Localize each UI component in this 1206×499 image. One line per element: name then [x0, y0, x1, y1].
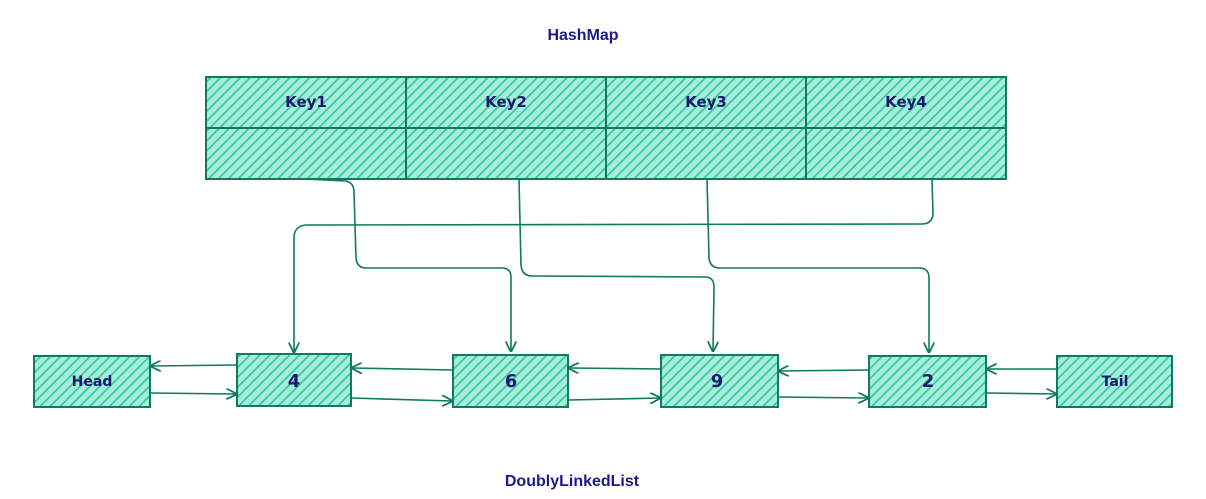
- link-next: [149, 393, 236, 394]
- link-prev: [352, 368, 454, 370]
- link-prev: [569, 368, 662, 369]
- pointer-key1-to-6: [303, 178, 511, 351]
- list-node-label: 6: [505, 371, 518, 392]
- list-node-label: Tail: [1102, 374, 1129, 390]
- hashmap-title: HashMap: [547, 27, 618, 44]
- linked-list: Head 4 6 9 2 Tail: [33, 353, 1173, 408]
- list-node: [868, 355, 987, 408]
- list-node: [660, 354, 779, 408]
- list-node-label: Head: [72, 374, 113, 390]
- hashmap-pointers: [294, 178, 934, 352]
- pointer-key4-to-4: [294, 178, 934, 352]
- link-prev: [151, 365, 238, 366]
- link-next: [567, 398, 660, 400]
- link-next: [985, 393, 1056, 394]
- list-node-head: [33, 355, 151, 408]
- hashmap-key-cell: Key2: [485, 93, 527, 111]
- list-node-tail: [1056, 355, 1173, 408]
- hashmap-key-cell: Key4: [885, 93, 927, 111]
- hashmap-key-cell: Key1: [285, 93, 327, 111]
- pointer-key2-to-9: [518, 178, 714, 351]
- linked-list-title: DoublyLinkedList: [505, 473, 640, 490]
- hashmap-table: Key1 Key2 Key3 Key4: [205, 76, 1007, 180]
- pointer-key3-to-2: [706, 178, 929, 352]
- link-next: [777, 397, 868, 398]
- list-node-label: 4: [288, 371, 301, 392]
- link-next: [350, 398, 452, 401]
- hashmap-key-cell: Key3: [685, 93, 727, 111]
- list-node: [452, 354, 569, 408]
- list-node-label: 2: [922, 371, 935, 392]
- link-prev: [779, 370, 870, 371]
- list-node: [236, 353, 352, 407]
- list-links: [150, 365, 1057, 401]
- list-node-label: 9: [711, 371, 724, 392]
